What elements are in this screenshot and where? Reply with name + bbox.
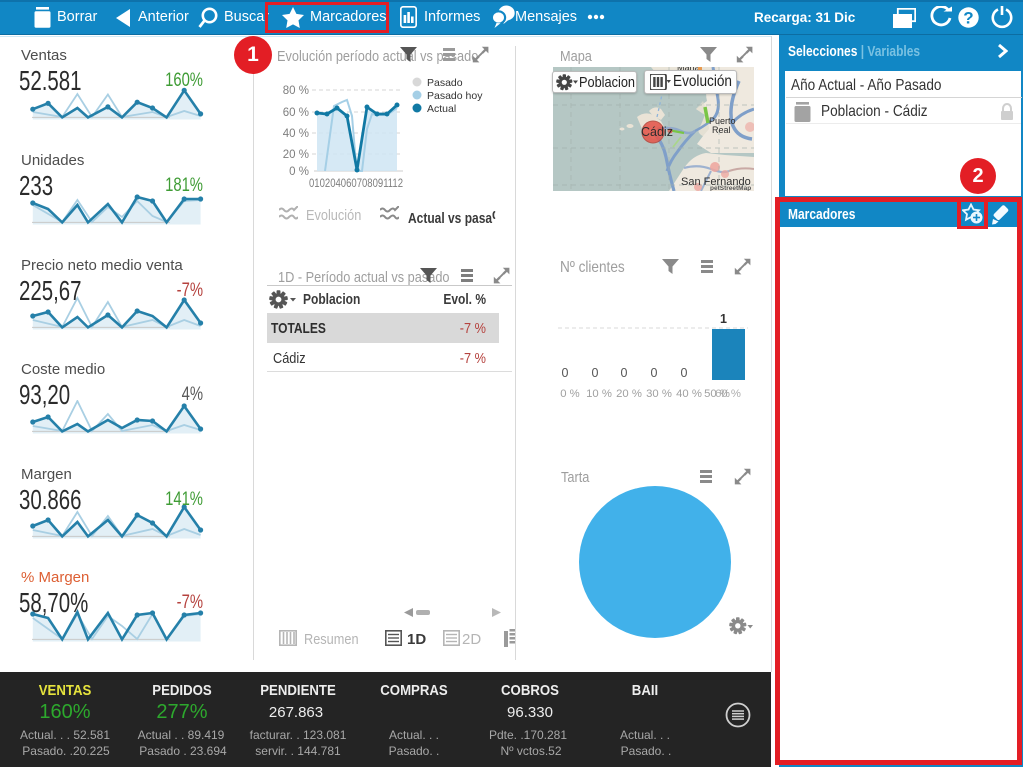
svg-text:Pasado hoy: Pasado hoy (427, 90, 483, 102)
svg-text:40 %: 40 % (676, 388, 702, 400)
svg-text:50 %: 50 % (704, 388, 730, 400)
svg-text:Real: Real (712, 125, 731, 135)
svg-text:40 %: 40 % (283, 128, 309, 140)
svg-text:San Fernando: San Fernando (681, 176, 751, 188)
svg-text:0: 0 (681, 366, 688, 380)
svg-text:0 %: 0 % (560, 388, 579, 400)
svg-text:Cádiz: Cádiz (641, 125, 673, 139)
svg-text:0: 0 (592, 366, 599, 380)
svg-text:010204060708091112: 010204060708091112 (309, 178, 403, 190)
svg-text:0 %: 0 % (289, 166, 309, 178)
svg-text:30 %: 30 % (646, 388, 672, 400)
svg-text:20 %: 20 % (616, 388, 642, 400)
svg-text:Pasado: Pasado (427, 77, 463, 89)
svg-text:80 %: 80 % (283, 85, 309, 97)
svg-text:Maria: Maria (677, 67, 700, 73)
svg-text:?: ? (963, 9, 973, 28)
svg-text:Actual: Actual (427, 103, 456, 115)
svg-text:10 %: 10 % (586, 388, 612, 400)
svg-text:60 %: 60 % (715, 388, 741, 400)
svg-text:Puerto: Puerto (709, 116, 736, 126)
svg-text:1: 1 (720, 312, 727, 326)
svg-text:0: 0 (651, 366, 658, 380)
svg-text:60 %: 60 % (283, 107, 309, 119)
svg-text:0: 0 (621, 366, 628, 380)
svg-text:20 %: 20 % (283, 149, 309, 161)
svg-text:petStreetMap: petStreetMap (710, 185, 751, 191)
svg-text:0: 0 (562, 366, 569, 380)
